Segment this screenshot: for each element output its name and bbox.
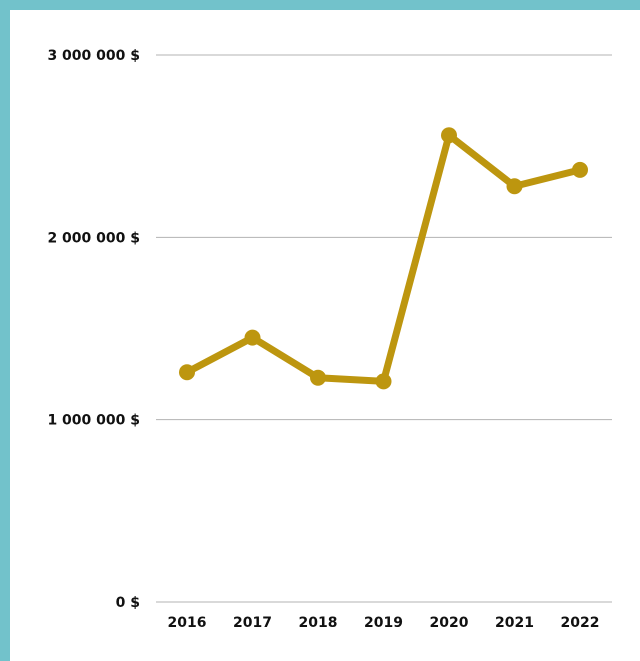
- x-axis-tick-labels: 2016 2017 2018 2019 2020 2021 2022: [168, 615, 600, 631]
- y-tick-label: 2 000 000 $: [47, 230, 140, 246]
- y-axis-tick-labels: 0 $ 1 000 000 $ 2 000 000 $ 3 000 000 $: [47, 48, 140, 611]
- data-point-2018: [310, 369, 326, 386]
- data-point-2022: [572, 161, 588, 178]
- data-point-2020: [441, 127, 457, 144]
- data-point-2017: [244, 329, 261, 346]
- y-tick-label: 0 $: [116, 595, 140, 611]
- series-layer: [179, 127, 588, 390]
- data-point-2016: [179, 364, 195, 381]
- x-tick-label: 2019: [364, 615, 403, 631]
- y-tick-label: 1 000 000 $: [47, 413, 140, 429]
- gridlines: [156, 54, 612, 603]
- x-tick-label: 2020: [430, 615, 469, 631]
- x-tick-label: 2017: [233, 615, 272, 631]
- y-tick-label: 3 000 000 $: [47, 48, 140, 64]
- x-tick-label: 2016: [168, 615, 207, 631]
- series-line: [183, 131, 584, 385]
- data-point-2021: [506, 178, 523, 195]
- x-tick-label: 2018: [299, 615, 338, 631]
- x-tick-label: 2022: [561, 615, 600, 631]
- data-point-2019: [375, 373, 392, 390]
- x-tick-label: 2021: [495, 615, 534, 631]
- chart-panel: [10, 10, 640, 661]
